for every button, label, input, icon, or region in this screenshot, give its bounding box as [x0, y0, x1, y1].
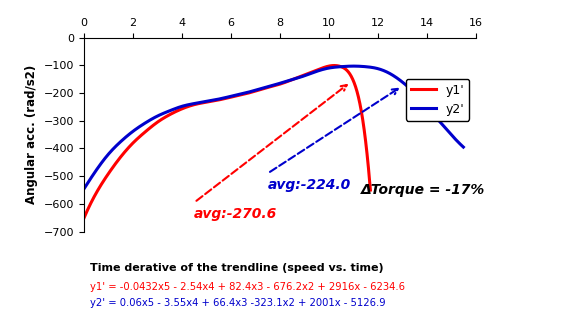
- Legend: y1', y2': y1', y2': [405, 79, 469, 121]
- Text: y1' = -0.0432x5 - 2.54x4 + 82.4x3 - 676.2x2 + 2916x - 6234.6: y1' = -0.0432x5 - 2.54x4 + 82.4x3 - 676.…: [90, 281, 405, 291]
- Text: y2' = 0.06x5 - 3.55x4 + 66.4x3 -323.1x2 + 2001x - 5126.9: y2' = 0.06x5 - 3.55x4 + 66.4x3 -323.1x2 …: [90, 298, 386, 308]
- Text: ΔTorque = -17%: ΔTorque = -17%: [361, 183, 485, 197]
- Text: avg:-270.6: avg:-270.6: [194, 207, 277, 221]
- y1': [272, 84, 279, 87]
- y2': [252, 88, 259, 92]
- Y-axis label: Angular acc. (rad/s2): Angular acc. (rad/s2): [26, 65, 38, 204]
- y1': [296, 75, 303, 79]
- y2': [334, 65, 341, 69]
- y2': [460, 145, 467, 149]
- Line: y2': y2': [84, 66, 463, 189]
- y1': [210, 99, 217, 103]
- y1': [81, 216, 88, 220]
- Text: avg:-224.0: avg:-224.0: [267, 177, 351, 192]
- y2': [148, 117, 155, 121]
- y2': [304, 73, 311, 76]
- y1': [249, 90, 256, 94]
- y1': [131, 139, 138, 143]
- y2': [81, 187, 88, 191]
- y1': [154, 120, 161, 124]
- Line: y1': y1': [84, 65, 371, 218]
- Text: Time derative of the trendline (speed vs. time): Time derative of the trendline (speed vs…: [90, 263, 383, 273]
- y2': [350, 64, 357, 68]
- y1': [331, 64, 338, 67]
- y1': [367, 188, 374, 192]
- y2': [178, 105, 185, 108]
- y2': [367, 65, 374, 69]
